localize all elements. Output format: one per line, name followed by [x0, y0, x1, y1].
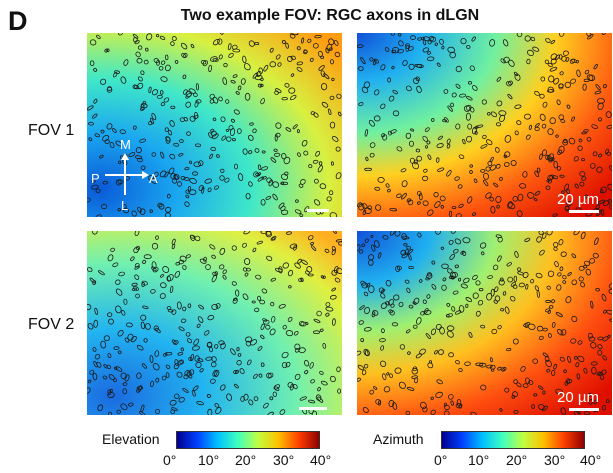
orientation-cross-icon	[103, 151, 153, 201]
row-label-fov2: FOV 2	[28, 316, 74, 334]
tick-label: 0°	[163, 452, 176, 468]
tick-label: 30°	[273, 452, 294, 468]
fov2-azimuth-map: 20 µm	[357, 231, 612, 415]
tick-label: 10°	[198, 452, 219, 468]
tick-label: 20°	[506, 452, 527, 468]
panel-letter: D	[8, 6, 28, 37]
colorbar-elevation	[176, 431, 320, 449]
scale-bar	[307, 209, 329, 212]
tick-label: 40°	[310, 452, 331, 468]
tick-label: 40°	[580, 452, 601, 468]
tick-label: 30°	[544, 452, 565, 468]
scale-bar	[299, 407, 327, 410]
fov1-elevation-map: M L P A	[87, 33, 342, 217]
colorbar-ticks-elevation: 0° 10° 20° 30° 40°	[160, 452, 340, 472]
colorbar-azimuth	[441, 431, 585, 449]
orientation-top: M	[120, 137, 131, 152]
orientation-left: P	[91, 171, 100, 186]
fov2-elevation-image	[87, 231, 342, 415]
scale-bar	[569, 408, 599, 411]
tick-label: 10°	[468, 452, 489, 468]
colorbar-ticks-azimuth: 0° 10° 20° 30° 40°	[430, 452, 610, 472]
colorbar-label-azimuth: Azimuth	[373, 431, 424, 447]
fov1-azimuth-image	[357, 33, 612, 217]
fov2-azimuth-image	[357, 231, 612, 415]
colorbar-label-elevation: Elevation	[102, 431, 160, 447]
scale-bar-label: 20 µm	[557, 191, 599, 208]
scale-bar	[569, 210, 599, 213]
figure-title: Two example FOV: RGC axons in dLGN	[110, 7, 550, 25]
fov2-elevation-map	[87, 231, 342, 415]
tick-label: 20°	[235, 452, 256, 468]
row-label-fov1: FOV 1	[28, 122, 74, 140]
tick-label: 0°	[434, 452, 447, 468]
fov1-azimuth-map: 20 µm	[357, 33, 612, 217]
scale-bar-label: 20 µm	[557, 389, 599, 406]
